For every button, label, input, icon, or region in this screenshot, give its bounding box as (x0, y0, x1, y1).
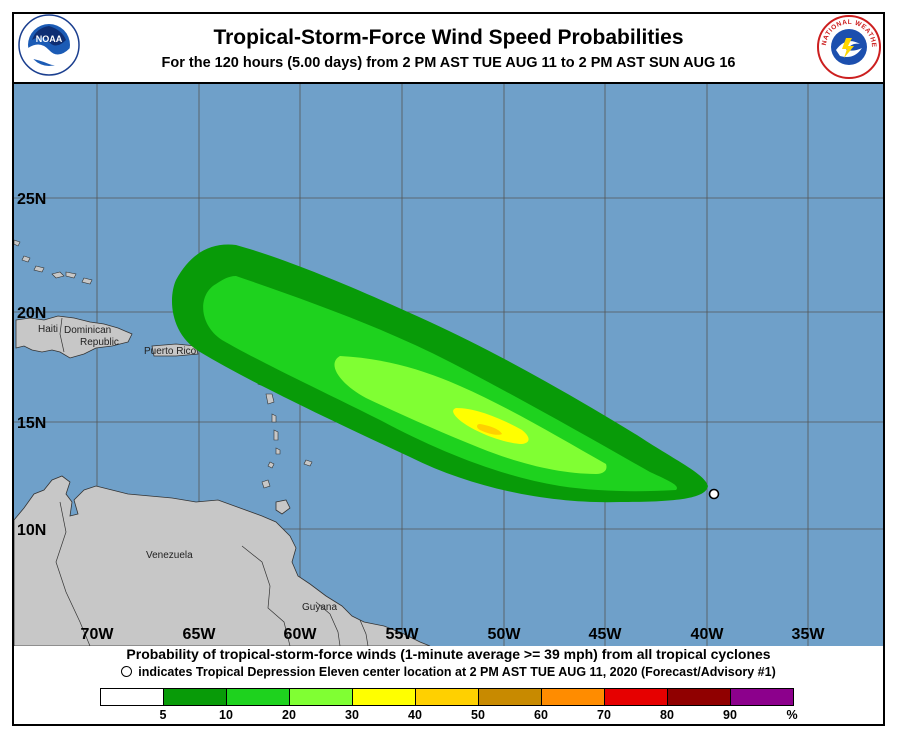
legend-swatch-10 (731, 689, 793, 705)
haiti-dr-border (59, 317, 65, 353)
probability-legend-bar (100, 688, 794, 706)
place-label-guyana: Guyana (302, 602, 337, 613)
page-title: Tropical-Storm-Force Wind Speed Probabil… (213, 26, 684, 49)
place-label-venezuela: Venezuela (146, 550, 193, 561)
legend-label-50: 50 (471, 708, 485, 722)
hispaniola-island (15, 315, 133, 359)
lon-label-60w: 60W (284, 626, 318, 643)
page-subtitle: For the 120 hours (5.00 days) from 2 PM … (161, 55, 736, 71)
storm-center-legend-icon (121, 666, 133, 678)
legend-swatch-3 (290, 689, 353, 705)
legend-label-percent: % (786, 708, 798, 722)
place-label-puerto-rico: Puerto Rico (144, 346, 197, 357)
trinidad-island (275, 499, 291, 515)
legend-swatch-5 (416, 689, 479, 705)
latitude-labels: 25N 20N 15N 10N (17, 191, 46, 539)
south-america-landmass (14, 475, 431, 646)
place-labels: Haiti Dominican Republic Puerto Rico Ven… (38, 324, 337, 613)
legend-swatch-8 (605, 689, 668, 705)
legend-label-30: 30 (345, 708, 359, 722)
lon-label-70w: 70W (81, 626, 115, 643)
storm-center-marker (708, 488, 720, 500)
lat-label-15n: 15N (17, 415, 46, 432)
puerto-rico-island (151, 343, 199, 357)
footer-caption: Probability of tropical-storm-force wind… (126, 646, 771, 662)
legend-swatch-6 (479, 689, 542, 705)
place-label-haiti: Haiti (38, 324, 58, 335)
footer-note: indicates Tropical Depression Eleven cen… (14, 665, 883, 679)
legend-label-40: 40 (408, 708, 422, 722)
header: Tropical-Storm-Force Wind Speed Probabil… (14, 14, 883, 82)
legend-swatch-2 (227, 689, 290, 705)
legend-label-10: 10 (219, 708, 233, 722)
legend-swatch-1 (164, 689, 227, 705)
lon-label-65w: 65W (183, 626, 217, 643)
legend-label-70: 70 (597, 708, 611, 722)
place-label-dominican: Dominican (64, 325, 111, 336)
lon-label-40w: 40W (691, 626, 725, 643)
legend-labels: 5 10 20 30 40 50 60 70 80 90 % (100, 708, 798, 724)
legend-label-90: 90 (723, 708, 737, 722)
longitude-labels: 70W 65W 60W 55W 50W 45W 40W 35W (81, 626, 826, 643)
legend-label-80: 80 (660, 708, 674, 722)
noaa-logo-icon: NOAA (18, 14, 80, 76)
legend-swatch-4 (353, 689, 416, 705)
map-panel: 25N 20N 15N 10N 70W 65W 60W 55W 50W 45W … (14, 82, 883, 646)
lon-label-35w: 35W (792, 626, 826, 643)
legend-swatch-0 (101, 689, 164, 705)
lon-label-50w: 50W (488, 626, 522, 643)
lat-label-20n: 20N (17, 305, 46, 322)
place-label-republic: Republic (80, 337, 119, 348)
probability-zone-30-40 (453, 408, 529, 444)
national-weather-service-logo-icon: NATIONAL WEATHER SERVICE (816, 14, 881, 79)
lon-label-45w: 45W (589, 626, 623, 643)
legend-label-60: 60 (534, 708, 548, 722)
footer-note-text: indicates Tropical Depression Eleven cen… (138, 665, 776, 679)
noaa-logo-text: NOAA (36, 34, 63, 44)
country-borders (55, 501, 369, 646)
legend-label-5: 5 (159, 708, 167, 722)
lat-label-10n: 10N (17, 522, 46, 539)
map-canvas: 25N 20N 15N 10N 70W 65W 60W 55W 50W 45W … (14, 84, 883, 646)
probability-zone-40-50 (477, 424, 502, 435)
legend-label-20: 20 (282, 708, 296, 722)
bahamas-islands (14, 239, 93, 285)
legend-swatch-9 (668, 689, 731, 705)
lat-label-25n: 25N (17, 191, 46, 208)
legend-swatch-7 (542, 689, 605, 705)
lon-label-55w: 55W (386, 626, 420, 643)
